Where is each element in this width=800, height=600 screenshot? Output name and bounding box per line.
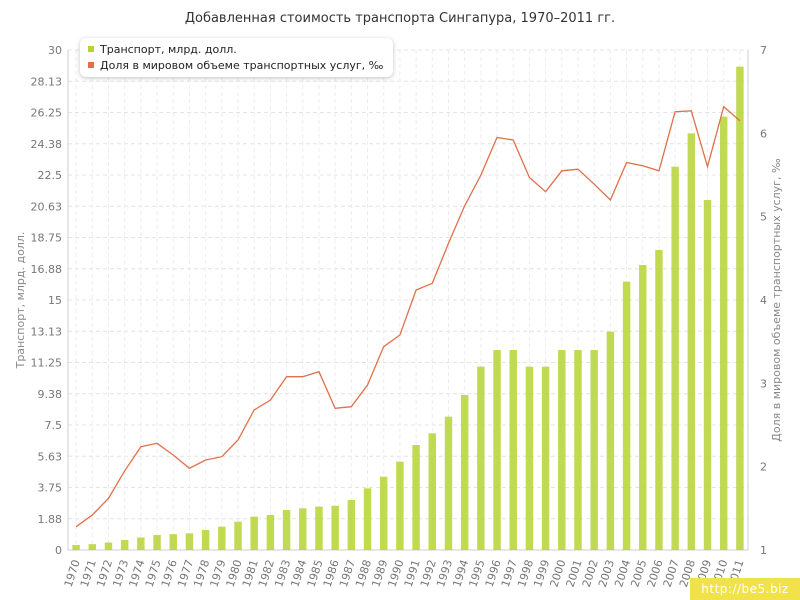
watermark: http://be5.biz bbox=[690, 578, 800, 600]
bar bbox=[736, 66, 744, 551]
legend-label-line: Доля в мировом объеме транспортных услуг… bbox=[100, 58, 384, 72]
bar bbox=[299, 508, 307, 550]
bar bbox=[493, 350, 501, 550]
bar bbox=[574, 350, 582, 550]
bar bbox=[525, 366, 534, 550]
y-tick-label: 7.5 bbox=[45, 419, 63, 432]
y-tick-label: 9.38 bbox=[38, 388, 63, 401]
y-tick-label: 26.25 bbox=[31, 107, 63, 120]
y-tick-label: 3.75 bbox=[38, 482, 63, 495]
y-tick-label: 1.88 bbox=[38, 513, 63, 526]
y2-axis-label: Доля в мировом объеме транспортных услуг… bbox=[770, 158, 783, 442]
y-tick-label: 22.5 bbox=[38, 169, 63, 182]
bar bbox=[590, 350, 598, 550]
y-tick-label: 11.25 bbox=[31, 357, 63, 370]
y-tick-label: 15 bbox=[48, 294, 62, 307]
bar bbox=[719, 116, 728, 551]
bar bbox=[541, 366, 550, 550]
bar bbox=[379, 476, 388, 550]
bar bbox=[104, 542, 113, 550]
bar bbox=[153, 535, 161, 550]
legend-swatch-line bbox=[88, 62, 94, 68]
y-axis-label: Транспорт, млрд. долл. bbox=[14, 232, 27, 370]
legend-swatch-bar bbox=[88, 46, 94, 52]
y-tick-label: 28.13 bbox=[31, 75, 63, 88]
y-tick-label: 18.75 bbox=[31, 232, 63, 245]
bar bbox=[88, 544, 97, 550]
y-tick-label: 16.88 bbox=[31, 263, 63, 276]
y2-tick-label: 1 bbox=[760, 544, 767, 557]
y2-tick-label: 4 bbox=[760, 294, 767, 307]
bar bbox=[315, 506, 323, 550]
bar bbox=[639, 265, 647, 550]
bar bbox=[687, 133, 696, 551]
bar bbox=[444, 416, 453, 550]
legend-label-bar: Транспорт, млрд. долл. bbox=[100, 42, 237, 56]
line-series bbox=[75, 105, 741, 528]
bar bbox=[655, 250, 663, 550]
chart-title: Добавленная стоимость транспорта Сингапу… bbox=[184, 11, 616, 26]
y-tick-label: 24.38 bbox=[31, 138, 63, 151]
bar bbox=[509, 350, 517, 550]
bar bbox=[201, 530, 210, 550]
bar bbox=[266, 515, 275, 550]
bar bbox=[347, 500, 356, 550]
bar bbox=[234, 521, 242, 550]
bar bbox=[428, 433, 437, 550]
bar bbox=[477, 366, 485, 550]
bar bbox=[671, 166, 679, 550]
bar bbox=[120, 540, 129, 550]
bar bbox=[460, 395, 469, 550]
bar bbox=[331, 505, 339, 550]
y-tick-label: 5.63 bbox=[38, 450, 63, 463]
bar bbox=[137, 537, 145, 550]
bar bbox=[218, 526, 226, 550]
bar bbox=[622, 281, 631, 550]
y-tick-label: 13.13 bbox=[31, 325, 63, 338]
bar bbox=[606, 331, 615, 550]
y-tick-label: 20.63 bbox=[31, 200, 63, 213]
bar bbox=[282, 510, 291, 550]
y2-tick-label: 5 bbox=[760, 211, 767, 224]
y-tick-label: 30 bbox=[48, 44, 62, 57]
bar bbox=[396, 461, 404, 550]
bar bbox=[72, 545, 80, 550]
bar bbox=[250, 516, 258, 550]
bar bbox=[363, 488, 372, 550]
y2-tick-label: 2 bbox=[760, 461, 767, 474]
bar bbox=[703, 200, 712, 550]
bar bbox=[558, 350, 566, 550]
bar bbox=[412, 445, 420, 550]
y2-tick-label: 7 bbox=[760, 44, 767, 57]
y-tick-label: 0 bbox=[55, 544, 62, 557]
y2-tick-label: 3 bbox=[760, 377, 767, 390]
legend-item-bar-series[interactable]: Транспорт, млрд. долл. bbox=[88, 41, 383, 57]
legend: Транспорт, млрд. долл. Доля в мировом об… bbox=[80, 38, 394, 77]
bar bbox=[185, 533, 194, 550]
bar bbox=[169, 534, 177, 550]
legend-item-line-series[interactable]: Доля в мировом объеме транспортных услуг… bbox=[88, 57, 383, 73]
y2-tick-label: 6 bbox=[760, 127, 767, 140]
